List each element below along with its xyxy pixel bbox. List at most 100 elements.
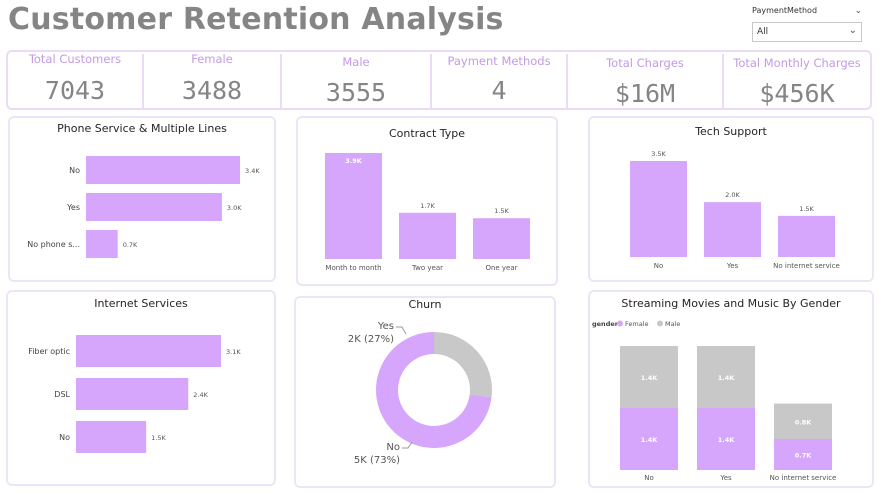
chart-title: Contract Type [388, 127, 466, 140]
tech-support-chart: 3.5K No 2.0K Yes 1.5K No internet service [630, 150, 840, 270]
data-label: 1.4K [718, 436, 736, 444]
kpi-label: Male [342, 55, 370, 69]
bar-segment [620, 346, 678, 408]
internet-services-chart-card: Internet Services Fiber optic 3.1K DSL 2.4K… [6, 290, 276, 486]
data-label: 1.4K [718, 374, 736, 382]
legend-label: Male [665, 320, 680, 328]
bar [704, 202, 761, 257]
chart-title: Streaming Movies and Music By Gender [621, 297, 841, 310]
kpi-total-customers: Total Customers 7043 [8, 52, 142, 108]
category-label: Two year [411, 264, 443, 272]
kpi-payment-methods: Payment Methods 4 [432, 52, 566, 108]
chart-title: Tech Support [695, 125, 767, 138]
phone-service-chart-card: Phone Service & Multiple Lines No 3.4K Yes… [8, 116, 276, 282]
bar [76, 335, 221, 367]
kpi-label: Female [191, 52, 233, 66]
bar [86, 193, 222, 221]
churn-chart: Yes 2K (27%) No 5K (73%) [348, 321, 492, 466]
bar [86, 156, 240, 184]
data-label: 2.0K [725, 191, 740, 199]
kpi-value: 3488 [181, 76, 243, 105]
internet-services-chart: Fiber optic 3.1K DSL 2.4K No 1.5K [28, 335, 241, 453]
chart-title: Internet Services [94, 297, 188, 310]
bar-segment [697, 346, 755, 408]
category-label: No internet service [770, 474, 837, 482]
bar-segment [697, 408, 755, 470]
kpi-row: Total Customers 7043 Female 3488 Male 35… [6, 50, 872, 110]
category-label: No [644, 474, 654, 482]
data-label: 1.7K [420, 202, 435, 210]
kpi-label: Total Monthly Charges [733, 56, 861, 70]
kpi-label: Total Charges [606, 56, 684, 70]
kpi-label: Payment Methods [447, 54, 551, 68]
data-label: 1.5K [494, 207, 509, 215]
kpi-value: $456K [759, 79, 835, 108]
chart-title: Churn [408, 298, 442, 311]
slice-label: 5K (73%) [354, 455, 400, 466]
data-label: 1.4K [641, 374, 659, 382]
data-label: 3.4K [245, 167, 260, 175]
bar [473, 218, 530, 259]
data-label: 1.5K [799, 205, 814, 213]
contract-type-chart-card: Contract Type 3.9K Month to month 1.7K Two … [296, 116, 558, 286]
bar [778, 215, 835, 257]
phone-service-chart: No 3.4K Yes 3.0K No phone s... 0.7K [27, 156, 260, 258]
bar [399, 212, 456, 259]
kpi-male: Male 3555 [282, 52, 430, 108]
kpi-value: 4 [491, 76, 507, 105]
slicer-value: All [757, 27, 769, 37]
streaming-chart-card: Streaming Movies and Music By Gender gen… [588, 290, 874, 488]
legend-label: Female [625, 320, 649, 328]
donut-slice [376, 332, 492, 448]
kpi-value: 7043 [44, 76, 106, 105]
data-label: 3.9K [345, 157, 363, 165]
bar [630, 161, 687, 257]
slice-name: No [386, 442, 400, 453]
category-label: No [59, 433, 70, 442]
kpi-label: Total Customers [28, 52, 122, 66]
chevron-down-icon[interactable]: ⌄ [854, 6, 862, 16]
data-label: 0.8K [795, 418, 813, 426]
category-label: Fiber optic [28, 347, 70, 356]
data-label: 3.0K [227, 204, 242, 212]
slice-name: Yes [377, 321, 394, 332]
category-label: Yes [726, 262, 739, 270]
kpi-value: 3555 [325, 78, 387, 107]
category-label: Yes [66, 203, 80, 212]
bar [76, 378, 189, 410]
category-label: DSL [54, 390, 70, 399]
divider [430, 54, 432, 108]
legend-marker [657, 320, 663, 327]
kpi-female: Female 3488 [144, 52, 280, 108]
legend-marker [617, 320, 623, 327]
contract-type-chart: 3.9K Month to month 1.7K Two year 1.5K One ye… [325, 153, 530, 272]
category-label: No phone s... [27, 240, 80, 249]
leader-line [402, 441, 413, 449]
kpi-total-charges: Total Charges $16M [568, 52, 722, 108]
slicer-label: PaymentMethod [752, 6, 818, 15]
bar-segment [620, 408, 678, 470]
chevron-down-icon: ⌄ [848, 25, 857, 36]
divider [566, 54, 568, 108]
category-label: Yes [719, 474, 732, 482]
legend-title: gender [592, 320, 619, 328]
kpi-value: $16M [614, 79, 676, 108]
divider [142, 54, 144, 108]
divider [722, 54, 724, 108]
category-label: Month to month [325, 264, 381, 272]
category-label: No internet service [773, 262, 840, 270]
leader-line [396, 326, 407, 335]
page-title: Customer Retention Analysis [8, 2, 504, 37]
bar-segment [774, 439, 832, 470]
donut-slice [434, 332, 492, 398]
data-label: 0.7K [795, 452, 813, 460]
payment-method-slicer[interactable]: PaymentMethod ⌄ All ⌄ [752, 4, 864, 44]
bar [86, 230, 118, 258]
chart-title: Phone Service & Multiple Lines [57, 122, 227, 135]
streaming-chart: gender Female Male 1.4K 1.4K No 1.4K 1.4K Yes 0.7… [592, 320, 837, 482]
payment-method-dropdown[interactable]: All ⌄ [752, 22, 862, 42]
bar-segment [774, 403, 832, 439]
data-label: 2.4K [193, 391, 208, 399]
churn-chart-card: Churn Yes 2K (27%) No 5K (73%) [294, 296, 556, 488]
slice-label: 2K (27%) [348, 334, 394, 345]
